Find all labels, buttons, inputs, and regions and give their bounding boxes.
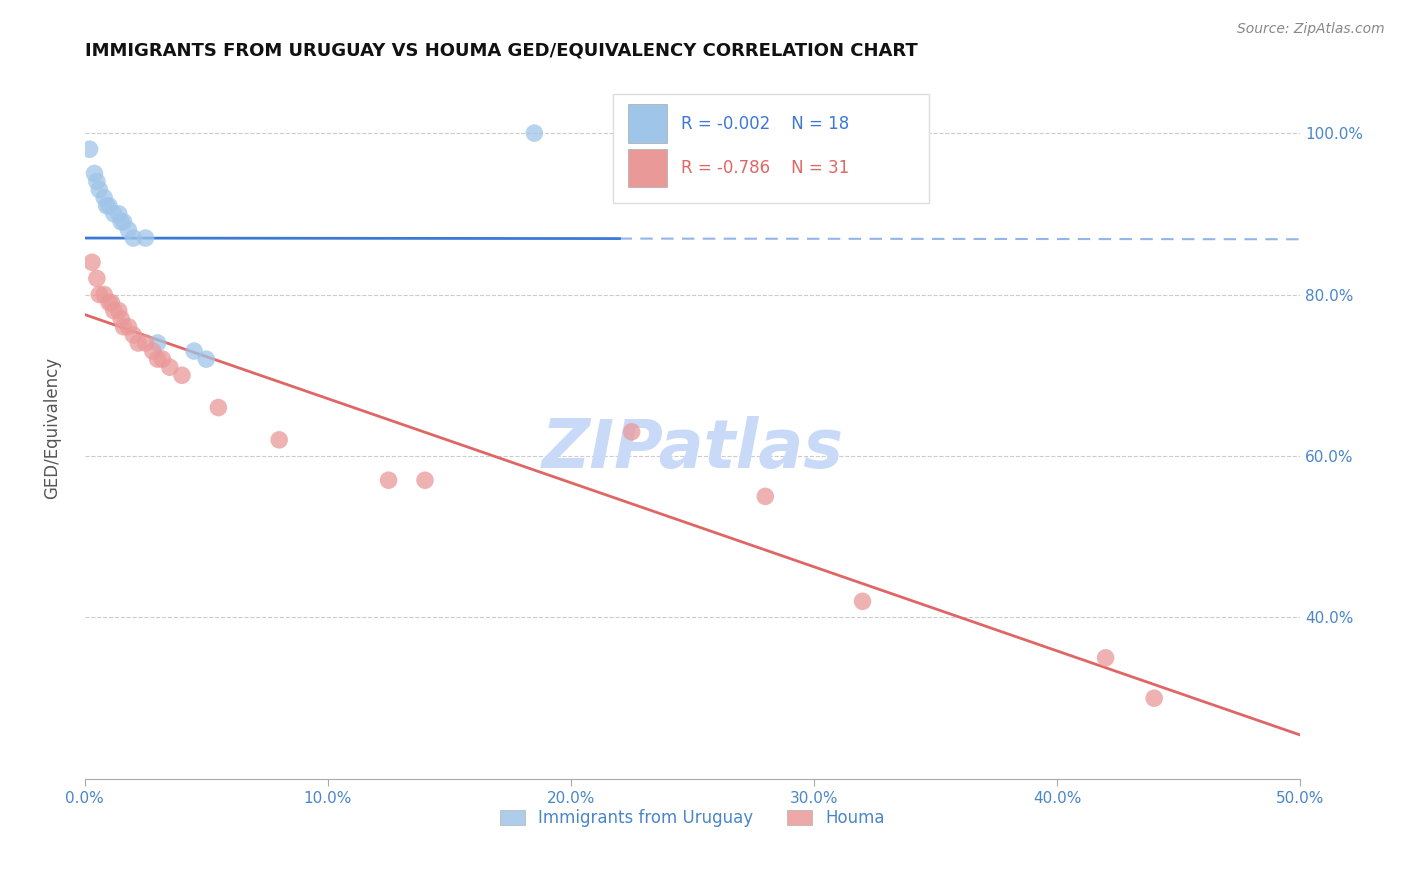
Point <box>269 433 291 447</box>
Point <box>1143 691 1166 706</box>
Point <box>83 166 105 180</box>
Point <box>754 489 776 503</box>
Point <box>377 473 399 487</box>
Point <box>98 295 121 310</box>
Point <box>122 327 145 342</box>
Point <box>98 199 121 213</box>
Point <box>134 231 156 245</box>
Point <box>134 336 156 351</box>
Text: IMMIGRANTS FROM URUGUAY VS HOUMA GED/EQUIVALENCY CORRELATION CHART: IMMIGRANTS FROM URUGUAY VS HOUMA GED/EQU… <box>84 42 918 60</box>
Point <box>142 344 165 359</box>
Point <box>122 231 145 245</box>
Point <box>523 126 546 140</box>
Point <box>107 303 129 318</box>
Point <box>1094 650 1116 665</box>
FancyBboxPatch shape <box>628 149 666 187</box>
Point <box>110 311 132 326</box>
Point <box>100 295 122 310</box>
Point <box>112 319 135 334</box>
Text: ZIPatlas: ZIPatlas <box>541 416 844 482</box>
Point <box>93 287 115 301</box>
Text: Source: ZipAtlas.com: Source: ZipAtlas.com <box>1237 22 1385 37</box>
Point <box>86 175 108 189</box>
Point <box>89 183 111 197</box>
Point <box>620 425 643 439</box>
Text: R = -0.786    N = 31: R = -0.786 N = 31 <box>682 159 849 177</box>
Point <box>112 215 135 229</box>
Point <box>79 142 101 156</box>
Point <box>103 207 125 221</box>
Point <box>103 303 125 318</box>
Point <box>107 207 129 221</box>
Point <box>96 199 118 213</box>
Point <box>117 223 139 237</box>
Point <box>413 473 436 487</box>
Point <box>170 368 193 383</box>
Point <box>80 255 103 269</box>
Point <box>183 344 205 359</box>
FancyBboxPatch shape <box>613 95 929 203</box>
FancyBboxPatch shape <box>628 104 666 143</box>
Point <box>207 401 229 415</box>
Y-axis label: GED/Equivalency: GED/Equivalency <box>44 357 60 499</box>
Point <box>851 594 873 608</box>
Point <box>152 352 174 367</box>
Legend: Immigrants from Uruguay, Houma: Immigrants from Uruguay, Houma <box>494 803 891 834</box>
Point <box>195 352 218 367</box>
Point <box>93 191 115 205</box>
Point <box>89 287 111 301</box>
Point <box>86 271 108 285</box>
Point <box>110 215 132 229</box>
Text: R = -0.002    N = 18: R = -0.002 N = 18 <box>682 115 849 133</box>
Point <box>146 352 169 367</box>
Point <box>117 319 139 334</box>
Point <box>127 336 149 351</box>
Point <box>159 360 181 375</box>
Point <box>146 336 169 351</box>
